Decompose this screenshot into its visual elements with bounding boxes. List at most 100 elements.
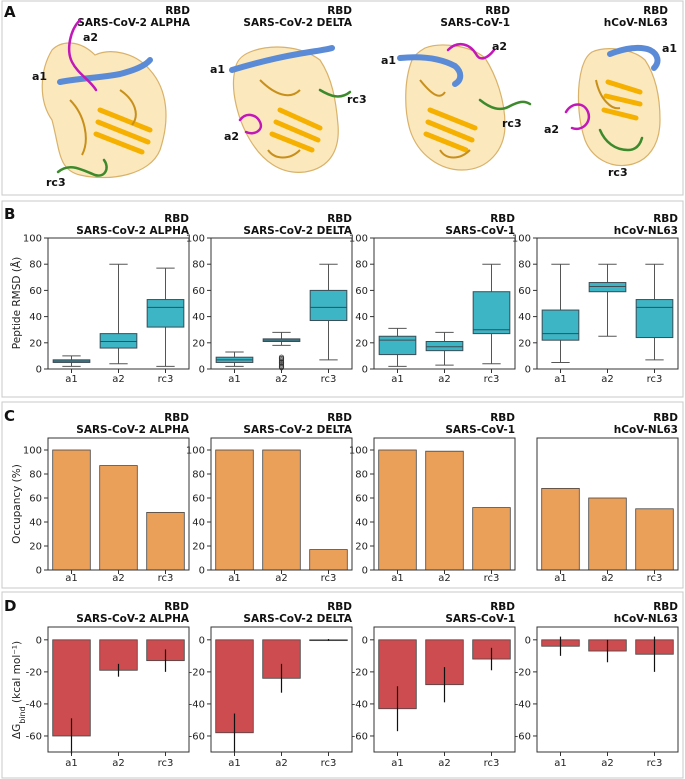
y-tick-label: 20 <box>192 338 205 349</box>
plot-title-line2: SARS-CoV-1 <box>445 613 515 625</box>
y-tick-label: 0 <box>362 365 368 376</box>
y-tick-label: 60 <box>518 286 531 297</box>
structure-sars-cov-1: RBD SARS-CoV-1 a1 a2 rc3 <box>381 5 532 171</box>
plot-frame <box>210 626 353 753</box>
y-tick-label: 0 <box>362 566 368 577</box>
plot-title-line1: RBD <box>164 601 189 613</box>
protein-sheet <box>93 107 153 155</box>
x-tick-label: rc3 <box>158 758 174 769</box>
bar-a2 <box>588 497 627 571</box>
y-tick-label: 100 <box>23 446 42 457</box>
y-tick-label: 100 <box>186 446 205 457</box>
y-tick-label: 40 <box>192 312 205 323</box>
plot-title-line1: RBD <box>653 601 678 613</box>
plot-frame <box>536 437 679 571</box>
box-rc3 <box>635 299 674 339</box>
y-tick-label: -20 <box>352 667 368 678</box>
peptide-rc3-coil <box>478 98 532 111</box>
plot-frame <box>210 237 353 370</box>
structure-sars-cov-2-alpha: RBD SARS-CoV-2 ALPHA a2 a1 rc3 <box>32 5 191 189</box>
structure-title-line1: RBD <box>327 5 352 17</box>
y-tick-label: -20 <box>515 667 531 678</box>
bar-a1 <box>52 449 91 571</box>
bar-a2 <box>99 639 138 671</box>
x-tick-label: a2 <box>601 374 614 385</box>
y-tick-label: 60 <box>355 286 368 297</box>
box-a2 <box>588 282 627 293</box>
plot-title-line1: RBD <box>490 412 515 424</box>
label-rc3: rc3 <box>347 93 367 106</box>
box-a1 <box>541 309 580 341</box>
x-tick-label: a1 <box>554 573 567 584</box>
y-tick-label: 40 <box>355 312 368 323</box>
plot-title-line1: RBD <box>327 601 352 613</box>
protein-coil <box>419 79 471 159</box>
x-tick-label: a1 <box>554 374 567 385</box>
label-rc3: rc3 <box>502 117 522 130</box>
protein-surface <box>405 44 506 171</box>
x-tick-label: a1 <box>65 758 78 769</box>
y-tick-label: 100 <box>512 234 531 245</box>
label-a1: a1 <box>32 70 47 83</box>
plot-title-line2: SARS-CoV-1 <box>445 424 515 436</box>
y-tick-label: 40 <box>355 518 368 529</box>
y-tick-label: 40 <box>29 518 42 529</box>
peptide-a1-helix <box>229 45 335 73</box>
y-tick-label: 0 <box>525 365 531 376</box>
peptide-rc3-coil <box>318 88 352 98</box>
x-tick-label: rc3 <box>647 573 663 584</box>
y-tick-label: 80 <box>355 260 368 271</box>
y-tick-label: 0 <box>36 365 42 376</box>
protein-surface <box>232 46 339 173</box>
structure-title-line2: SARS-CoV-1 <box>440 17 510 29</box>
y-tick-label: 40 <box>192 518 205 529</box>
label-a2: a2 <box>492 40 507 53</box>
x-tick-label: a2 <box>601 573 614 584</box>
y-tick-label: 80 <box>355 470 368 481</box>
protein-surface <box>577 48 661 167</box>
y-tick-label: 40 <box>518 312 531 323</box>
x-tick-label: rc3 <box>158 374 174 385</box>
y-tick-label: 80 <box>192 260 205 271</box>
protein-coil <box>69 89 137 156</box>
x-tick-label: a2 <box>438 573 451 584</box>
structure-title-line2: SARS-CoV-2 DELTA <box>243 17 352 29</box>
box-rc3 <box>309 289 348 322</box>
protein-sheet <box>423 107 478 153</box>
x-tick-label: a2 <box>601 758 614 769</box>
plot-title-line1: RBD <box>490 213 515 225</box>
x-tick-label: a2 <box>438 374 451 385</box>
plot-title-line1: RBD <box>490 601 515 613</box>
y-tick-label: 0 <box>36 635 42 646</box>
label-rc3: rc3 <box>608 166 628 179</box>
y-tick-label: 100 <box>186 234 205 245</box>
bar-rc3 <box>309 549 348 571</box>
label-a1: a1 <box>381 54 396 67</box>
x-tick-label: rc3 <box>647 758 663 769</box>
y-tick-label: 40 <box>29 312 42 323</box>
y-axis-label: Occupancy (%) <box>11 464 23 544</box>
x-tick-label: a1 <box>391 758 404 769</box>
y-tick-label: 60 <box>29 286 42 297</box>
plot-title-line2: SARS-CoV-2 DELTA <box>243 225 352 237</box>
y-tick-label: -60 <box>189 731 205 742</box>
y-tick-label: 60 <box>355 494 368 505</box>
x-tick-label: a1 <box>228 573 241 584</box>
plot-title-line1: RBD <box>327 412 352 424</box>
peptide-rc3-coil <box>598 128 644 152</box>
box-rc3 <box>146 299 185 328</box>
x-tick-label: rc3 <box>321 758 337 769</box>
x-tick-label: a2 <box>275 374 288 385</box>
x-tick-label: a2 <box>112 573 125 584</box>
plot-frame <box>536 237 679 370</box>
x-tick-label: rc3 <box>321 573 337 584</box>
plot-title-line1: RBD <box>327 213 352 225</box>
x-tick-label: a1 <box>554 758 567 769</box>
plot-title-line1: RBD <box>164 412 189 424</box>
